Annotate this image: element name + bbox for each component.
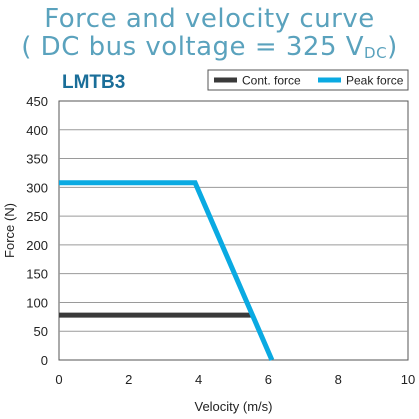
- x-tick-label: 0: [55, 372, 62, 387]
- y-tick-label: 0: [41, 353, 48, 368]
- chart-title-line1: Force and velocity curve: [44, 4, 375, 34]
- legend-label-cont-force: Cont. force: [242, 74, 301, 88]
- x-tick-label: 6: [265, 372, 272, 387]
- x-tick-label: 8: [335, 372, 342, 387]
- y-tick-label: 100: [26, 295, 48, 310]
- model-label: LMTB3: [62, 72, 126, 93]
- subtitle-suffix: ): [387, 32, 398, 62]
- plot-frame: [58, 100, 409, 361]
- y-tick-label: 400: [26, 123, 48, 138]
- y-tick-label: 200: [26, 238, 48, 253]
- subtitle-prefix: ( DC bus voltage = 325 V: [21, 32, 365, 62]
- series-line-peak-force: [59, 180, 275, 361]
- y-axis-label: Force (N): [2, 203, 17, 258]
- x-tick-label: 2: [125, 372, 132, 387]
- chart-subtitle: ( DC bus voltage = 325 VDC): [0, 32, 419, 68]
- x-tick-label: 10: [401, 372, 415, 387]
- y-tick-label: 300: [26, 180, 48, 195]
- y-tick-label: 50: [34, 324, 48, 339]
- y-tick-label: 350: [26, 152, 48, 167]
- legend-label-peak-force: Peak force: [346, 74, 404, 88]
- y-tick-label: 250: [26, 209, 48, 224]
- x-axis-label: Velocity (m/s): [194, 399, 272, 414]
- subtitle-subscript: DC: [364, 44, 388, 62]
- y-tick-label: 150: [26, 267, 48, 282]
- chart-title: Force and velocity curve: [0, 4, 419, 34]
- y-tick-label: 450: [26, 94, 48, 109]
- x-tick-label: 4: [195, 372, 202, 387]
- legend-box: [207, 69, 409, 91]
